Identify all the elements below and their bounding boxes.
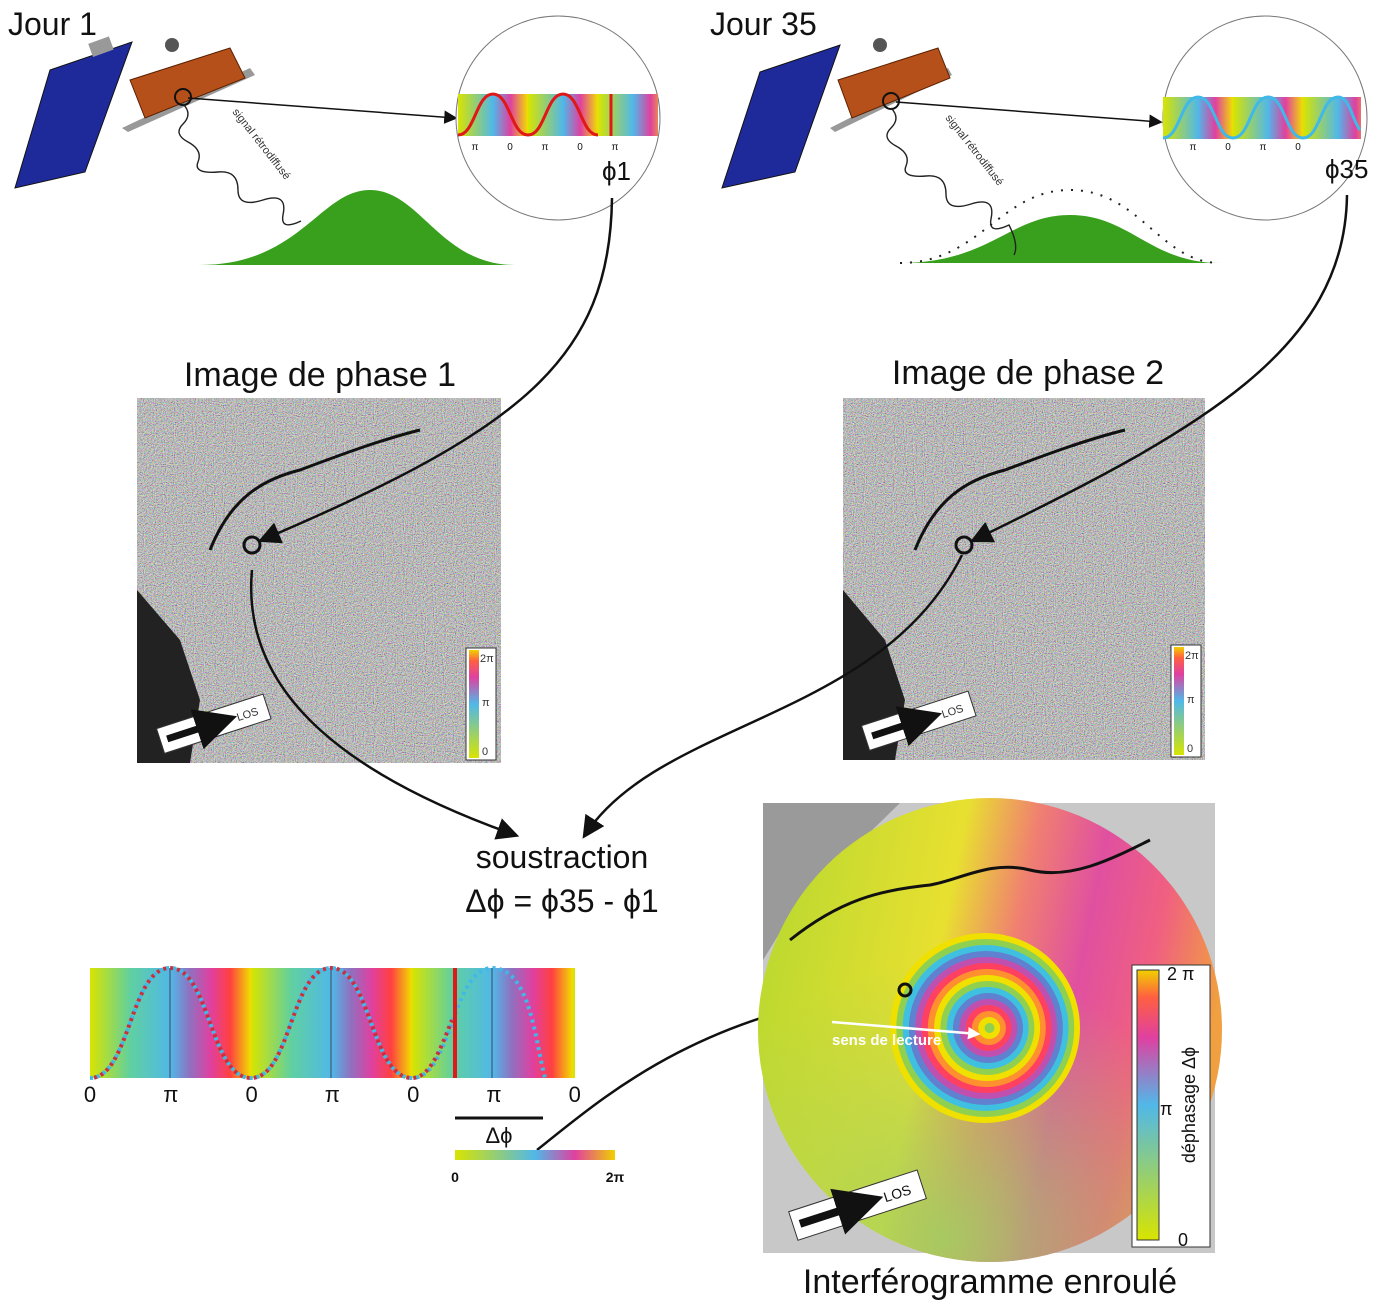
colorbar-label: 0	[1187, 743, 1193, 755]
shape	[130, 48, 245, 118]
tick-label: 0	[507, 142, 513, 153]
phase-image-1: Image de phase 1 2π π 0 LOS	[137, 356, 501, 763]
delta-label: Δϕ	[485, 1123, 512, 1148]
subtraction-label: soustraction	[476, 839, 649, 875]
shape	[455, 1150, 615, 1160]
signal-label: signal rétrodiffusé	[943, 112, 1006, 188]
tick-label: π	[1190, 142, 1197, 153]
shape	[900, 215, 1220, 263]
diagram: Jour 1 signal rétrodiffusé π 0 π 0 π ϕ1 Jour…	[0, 0, 1381, 1306]
tick-label: π	[325, 1082, 340, 1107]
colorbar-label: 0	[482, 746, 488, 758]
tick-label: π	[163, 1082, 178, 1107]
colorbar-label: π	[482, 697, 490, 709]
tick-label: 0	[1295, 142, 1301, 153]
day-title: Jour 1	[8, 6, 97, 42]
shape	[1174, 647, 1184, 755]
interferogram-title: Interférogramme enroulé	[803, 1263, 1177, 1301]
day-title: Jour 35	[710, 6, 817, 42]
subtraction-formula: Δϕ = ϕ35 - ϕ1	[465, 883, 658, 919]
tick-label: 0	[1225, 142, 1231, 153]
shape	[458, 94, 658, 136]
tick-label: π	[612, 142, 619, 153]
tick-label: 0	[407, 1082, 419, 1107]
reading-label: sens de lecture	[832, 1032, 941, 1049]
phase-image-2: Image de phase 2 2π π 0 LOS	[843, 354, 1205, 760]
tick-label: 0	[577, 142, 583, 153]
tick-label: 0	[245, 1082, 257, 1107]
colorbar-title: déphasage Δϕ	[1179, 1047, 1199, 1163]
shape	[1137, 970, 1159, 1240]
shape	[200, 190, 515, 265]
shape	[469, 650, 479, 758]
day1-scene: Jour 1 signal rétrodiffusé π 0 π 0 π ϕ1	[8, 6, 660, 265]
image-title: Image de phase 2	[892, 354, 1164, 392]
shape	[722, 45, 840, 188]
tick-label: 0	[569, 1082, 581, 1107]
axis-ticks: 0 π 0 π 0 π 0	[84, 1082, 581, 1107]
colorbar-label: π	[1187, 694, 1195, 706]
signal-label: signal rétrodiffusé	[230, 106, 293, 182]
shape	[165, 38, 179, 52]
image-title: Image de phase 1	[184, 356, 456, 394]
tick-label: 0	[84, 1082, 96, 1107]
colorbar-label: 2π	[1185, 650, 1199, 662]
interferogram: sens de lecture 2 π π 0 déphasage Δϕ LOS…	[758, 798, 1222, 1301]
shape	[1163, 97, 1361, 139]
tick-label: π	[1260, 142, 1267, 153]
colorbar-label: 2π	[480, 653, 494, 665]
fringe	[985, 1023, 995, 1033]
shape	[896, 102, 1160, 122]
tick-label: π	[542, 142, 549, 153]
shape	[15, 42, 132, 188]
shape	[873, 38, 887, 52]
colorbar-label: 0	[1178, 1230, 1188, 1250]
tick-label: π	[486, 1082, 501, 1107]
colorbar-label: 2π	[606, 1169, 625, 1185]
tick-label: π	[472, 142, 479, 153]
day35-scene: Jour 35 signal rétrodiffusé π 0 π 0 ϕ35	[710, 6, 1368, 263]
colorbar-label: 0	[451, 1169, 459, 1185]
phase-label: ϕ35	[1325, 154, 1368, 184]
shape	[188, 98, 455, 118]
phase-plot: 0 π 0 π 0 π 0 Δϕ 0 2π	[84, 968, 625, 1185]
shape	[90, 968, 575, 1078]
colorbar-label: π	[1160, 1099, 1172, 1119]
phase-label: ϕ1	[602, 156, 631, 186]
colorbar-label: 2 π	[1167, 964, 1194, 984]
